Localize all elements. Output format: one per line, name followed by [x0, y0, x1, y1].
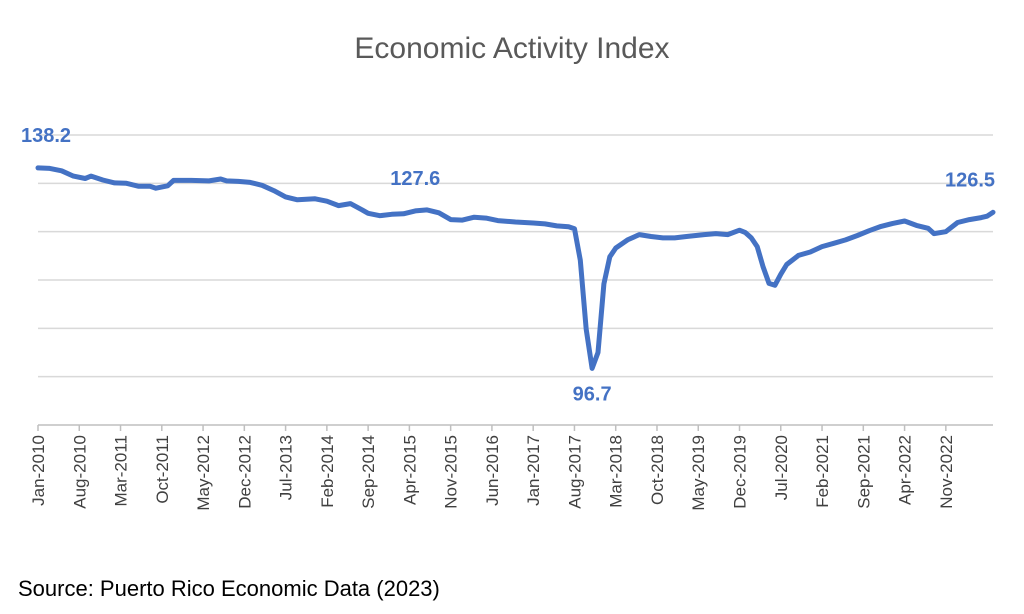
x-tick-label: Sep-2021 — [854, 435, 873, 509]
data-label: 96.7 — [573, 383, 612, 405]
x-tick-label: Mar-2018 — [607, 435, 626, 508]
x-tick-label: Nov-2022 — [937, 435, 956, 509]
x-tick-label: Apr-2022 — [896, 435, 915, 505]
x-tick-label: Jan-2017 — [524, 435, 543, 506]
source-note: Source: Puerto Rico Economic Data (2023) — [18, 576, 440, 601]
x-tick-label: Jul-2020 — [772, 435, 791, 500]
data-label: 127.6 — [390, 168, 440, 190]
x-tick-label: Aug-2017 — [565, 435, 584, 509]
data-label: 138.2 — [21, 125, 71, 147]
gridlines — [38, 134, 993, 378]
x-tick-label: Aug-2010 — [70, 435, 89, 509]
x-tick-label: May-2019 — [689, 435, 708, 511]
x-axis: Jan-2010 Aug-2010 Mar-2011 Oct-2011 May-2012… — [29, 424, 993, 511]
chart-title: Economic Activity Index — [354, 32, 669, 65]
x-tick-label: Sep-2014 — [359, 435, 378, 509]
x-tick-label: Jul-2013 — [277, 435, 296, 500]
series-line — [35, 165, 996, 371]
x-tick-label: Apr-2015 — [400, 435, 419, 505]
x-tick-label: Oct-2011 — [153, 435, 172, 504]
x-tick-label: May-2012 — [194, 435, 213, 511]
x-tick-label: Jun-2016 — [483, 435, 502, 506]
series-layer — [35, 165, 996, 371]
data-labels: 138.2 127.6 96.7 126.5 — [21, 125, 995, 406]
x-tick-label: Jan-2010 — [29, 435, 48, 506]
x-tick-label: Dec-2012 — [235, 435, 254, 509]
x-tick-label: Mar-2011 — [112, 435, 131, 507]
x-tick-label: Oct-2018 — [648, 435, 667, 505]
data-label: 126.5 — [945, 169, 995, 191]
x-tick-label: Dec-2019 — [731, 435, 750, 509]
x-tick-label: Feb-2021 — [813, 435, 832, 508]
x-tick-label: Nov-2015 — [442, 435, 461, 509]
x-tick-label: Feb-2014 — [318, 435, 337, 508]
